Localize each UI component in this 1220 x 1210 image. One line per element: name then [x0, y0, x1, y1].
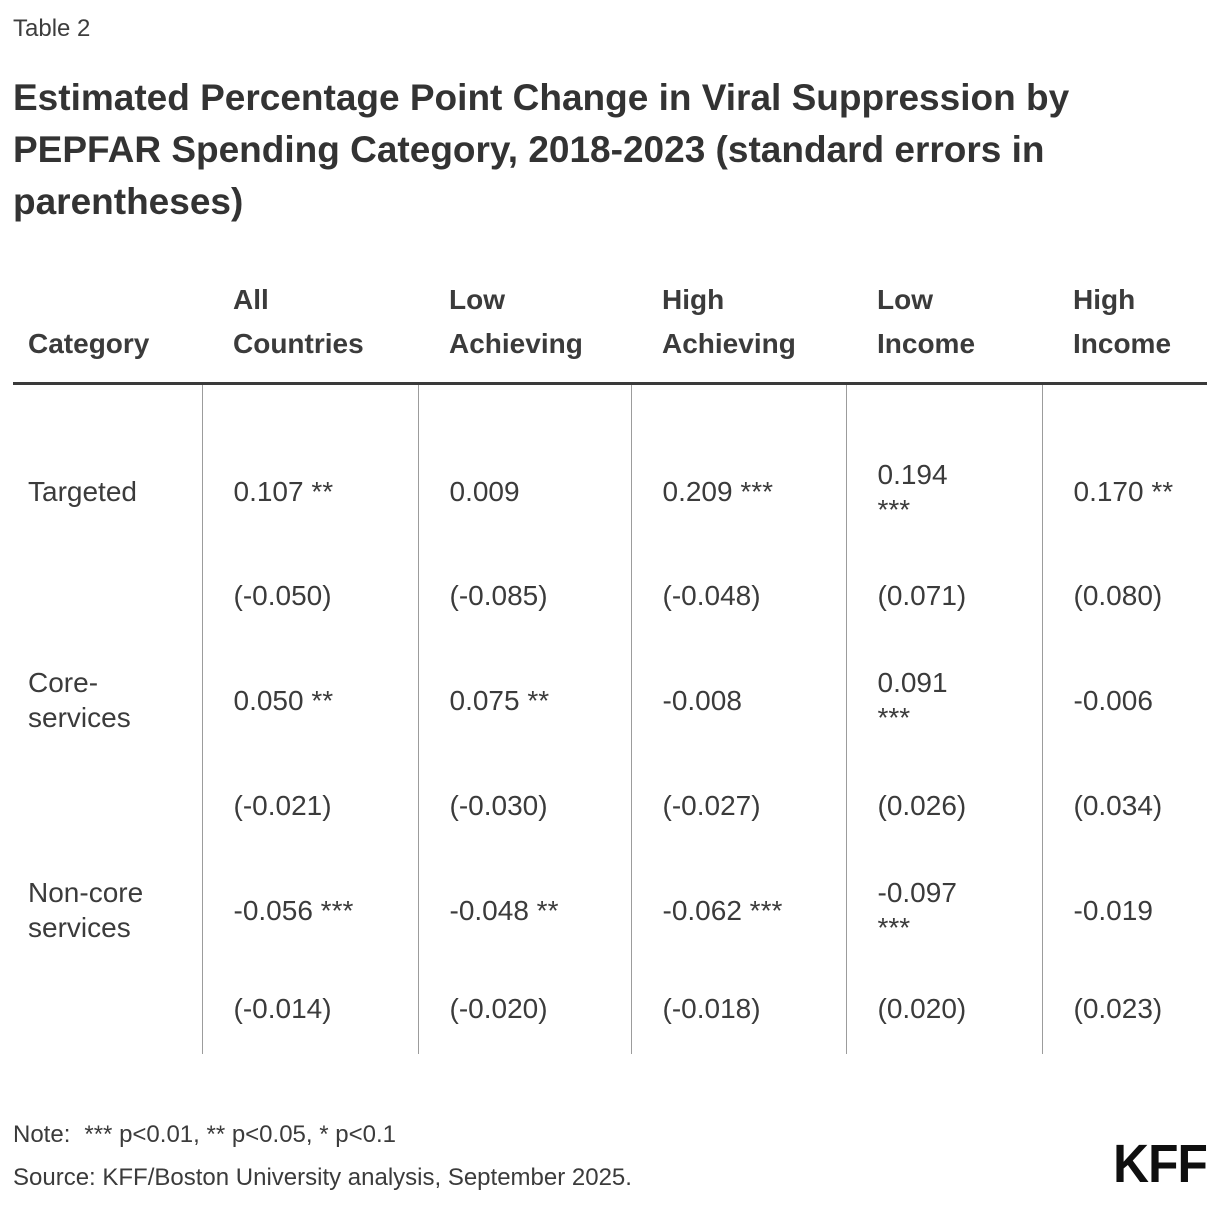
table-cell: 0.091 ***: [845, 646, 1042, 754]
table-cell: (-0.018): [630, 963, 846, 1054]
row-label-empty: [13, 754, 202, 857]
column-header-all-countries: All Countries: [202, 278, 418, 385]
results-table: Category All Countries Low Achieving Hig…: [13, 278, 1207, 1054]
table-cell: (0.023): [1041, 963, 1207, 1054]
column-header-low-achieving: Low Achieving: [418, 278, 631, 385]
column-header-category: Category: [13, 278, 202, 385]
source-text: Source: KFF/Boston University analysis, …: [13, 1163, 632, 1191]
row-core-services-standard-errors: (-0.021) (-0.030) (-0.027) (0.026) (0.03…: [13, 753, 1207, 857]
table-cell: -0.048 **: [417, 856, 631, 964]
table-cell: (0.071): [845, 543, 1042, 647]
table-cell: (-0.085): [417, 543, 631, 647]
row-core-services-estimates: Core- services 0.050 ** 0.075 ** -0.008 …: [13, 646, 1207, 754]
note-label: Note:: [13, 1120, 71, 1148]
row-targeted-standard-errors: (-0.050) (-0.085) (-0.048) (0.071) (0.08…: [13, 543, 1207, 647]
table-cell: 0.075 **: [417, 646, 631, 754]
figure-footer: Note: *** p<0.01, ** p<0.05, * p<0.1 Sour…: [13, 1120, 1208, 1194]
row-label-non-core-services: Non-core services: [28, 877, 144, 943]
table-cell: -0.008: [630, 646, 846, 754]
column-header-high-income: High Income: [1042, 278, 1207, 385]
column-header-high-achieving: High Achieving: [631, 278, 846, 385]
table-cell: 0.107 **: [201, 383, 418, 544]
row-label-empty: [13, 544, 202, 647]
row-non-core-services-estimates: Non-core services -0.056 *** -0.048 ** -…: [13, 856, 1207, 964]
table-cell: (0.020): [845, 963, 1042, 1054]
row-label-targeted: Targeted: [28, 476, 137, 508]
row-non-core-services-standard-errors: (-0.014) (-0.020) (-0.018) (0.020) (0.02…: [13, 963, 1207, 1054]
table-cell: -0.019: [1041, 856, 1207, 964]
table-cell: (-0.050): [201, 543, 418, 647]
table-cell: 0.050 **: [201, 646, 418, 754]
row-label-core-services: Core- services: [28, 667, 131, 733]
row-label-empty: [13, 964, 202, 1054]
table-cell: 0.209 ***: [630, 383, 846, 544]
table-cell: (-0.020): [417, 963, 631, 1054]
table-cell: (-0.030): [417, 753, 631, 857]
table-cell: (-0.048): [630, 543, 846, 647]
table-cell: (-0.014): [201, 963, 418, 1054]
note-line: Note: *** p<0.01, ** p<0.05, * p<0.1: [13, 1120, 632, 1150]
table-cell: -0.056 ***: [201, 856, 418, 964]
table-cell: (-0.021): [201, 753, 418, 857]
table-cell: (0.034): [1041, 753, 1207, 857]
table-cell: (0.026): [845, 753, 1042, 857]
table-cell: 0.009: [417, 383, 631, 544]
notes-block: Note: *** p<0.01, ** p<0.05, * p<0.1 Sour…: [13, 1120, 632, 1193]
table-cell: 0.170 **: [1041, 383, 1207, 544]
kff-logo: KFF: [1113, 1133, 1208, 1194]
table-cell: (-0.027): [630, 753, 846, 857]
table-cell: -0.062 ***: [630, 856, 846, 964]
table-title: Estimated Percentage Point Change in Vir…: [13, 77, 1070, 222]
table-cell: 0.194 ***: [845, 383, 1042, 544]
table-cell: -0.097 ***: [845, 856, 1042, 964]
header-row: Category All Countries Low Achieving Hig…: [13, 278, 1207, 385]
table-number: Table 2: [13, 15, 91, 42]
table-cell: (0.080): [1041, 543, 1207, 647]
note-text: *** p<0.01, ** p<0.05, * p<0.1: [84, 1120, 396, 1148]
table-cell: -0.006: [1041, 646, 1207, 754]
row-targeted-estimates: Targeted 0.107 ** 0.009 0.209 *** 0.194 …: [13, 383, 1207, 544]
column-header-low-income: Low Income: [846, 278, 1042, 385]
